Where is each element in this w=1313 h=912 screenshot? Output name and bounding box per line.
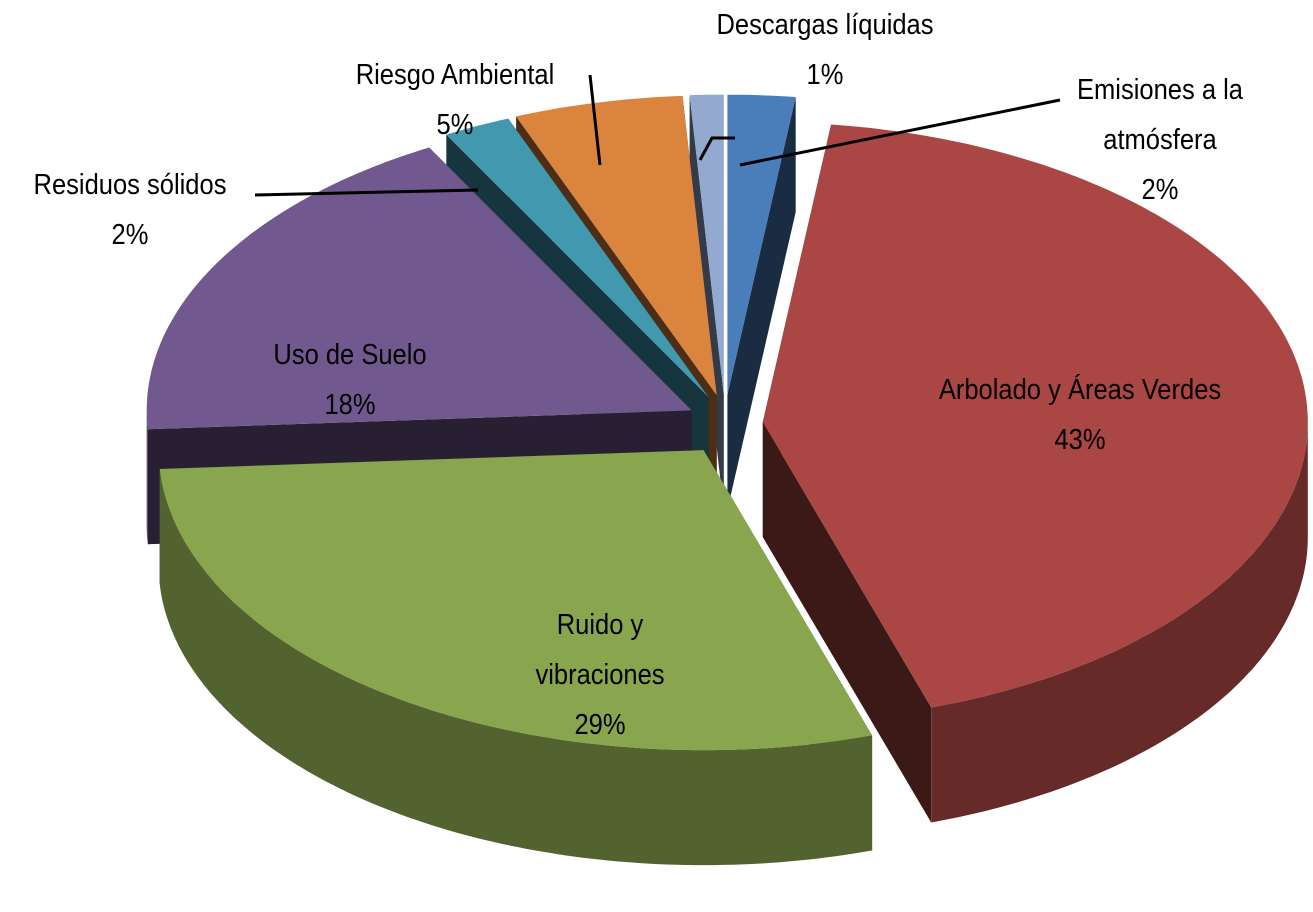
slice-label: Emisiones a la atmósfera 2%	[1059, 65, 1261, 215]
value-label: 1%	[806, 59, 844, 91]
value-label: 2%	[111, 219, 149, 251]
slice-wall	[146, 410, 148, 545]
value-label: 18%	[324, 389, 376, 421]
slice-label: Descargas líquidas 1%	[684, 0, 966, 100]
category-label: Residuos sólidos	[33, 169, 227, 201]
slice-label: Arbolado y Áreas Verdes 43%	[935, 365, 1225, 465]
value-label: 5%	[436, 109, 474, 141]
slice-wall	[931, 422, 1308, 823]
slice-side	[762, 422, 932, 823]
slice	[516, 95, 717, 396]
category-label: Emisiones a la atmósfera	[1077, 74, 1243, 156]
slice-label: Uso de Suelo 18%	[236, 330, 465, 430]
category-label: Ruido y vibraciones	[535, 609, 665, 691]
slice-label: Ruido y vibraciones 29%	[503, 600, 697, 750]
leader-line	[254, 188, 479, 197]
slice	[689, 94, 724, 395]
leader-line	[698, 136, 735, 161]
slice	[727, 94, 796, 395]
value-label: 2%	[1141, 174, 1179, 206]
category-label: Riesgo Ambiental	[355, 59, 555, 91]
value-label: 43%	[1054, 424, 1106, 456]
category-label: Descargas líquidas	[716, 9, 934, 41]
slice	[762, 124, 1308, 708]
slice	[159, 450, 873, 751]
slice	[146, 147, 692, 430]
value-label: 29%	[574, 709, 626, 741]
slice	[446, 118, 709, 398]
category-label: Uso de Suelo	[273, 339, 427, 371]
slice-wall	[159, 469, 873, 866]
slice-label: Residuos sólidos 2%	[7, 160, 253, 260]
slice-side	[727, 97, 796, 510]
leader-line	[588, 74, 602, 166]
category-label: Arbolado y Áreas Verdes	[938, 374, 1222, 406]
slice-label: Riesgo Ambiental 5%	[323, 50, 587, 150]
leader-line	[739, 98, 1061, 167]
